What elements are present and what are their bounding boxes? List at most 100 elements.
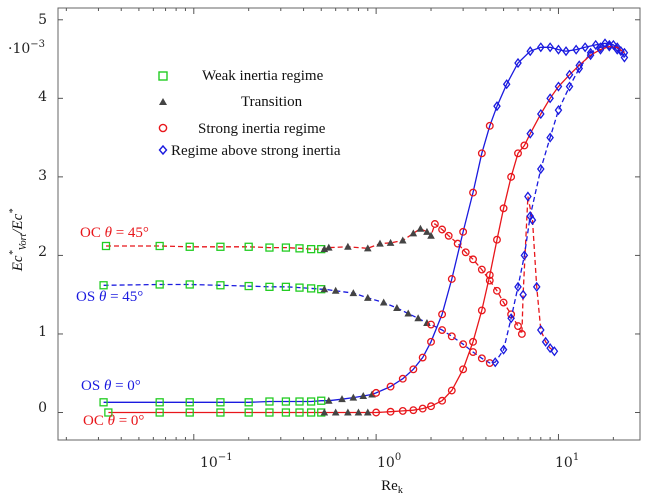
x-tick-label: 10−1 — [200, 452, 233, 471]
data-point-above — [493, 101, 501, 112]
data-point-above — [554, 81, 563, 92]
data-point-transition — [404, 309, 413, 317]
data-point-transition — [376, 239, 384, 247]
data-point-weak — [216, 408, 225, 417]
data-point-above — [586, 50, 595, 61]
data-point-above — [514, 281, 522, 292]
data-point-weak — [306, 408, 316, 417]
plot-area — [57, 7, 641, 441]
data-point-weak — [295, 408, 304, 417]
data-point-above — [572, 44, 580, 55]
y-tick-label: 1 — [38, 324, 47, 340]
data-point-weak — [185, 408, 194, 417]
data-point-weak — [185, 242, 194, 251]
series-line — [103, 44, 625, 364]
data-point-transition — [427, 231, 435, 239]
y-tick-label: 4 — [38, 89, 47, 105]
data-point-strong — [447, 386, 456, 395]
data-point-weak — [185, 398, 194, 407]
data-point-weak — [295, 244, 304, 253]
data-point-above — [575, 60, 584, 71]
data-point-weak — [265, 397, 274, 406]
data-point-weak — [244, 242, 253, 251]
data-point-above — [526, 211, 535, 222]
data-point-strong — [520, 141, 529, 150]
annotation-os-45: OS θ = 45° — [76, 289, 143, 305]
data-point-strong — [461, 248, 470, 257]
data-point-strong — [477, 149, 486, 158]
data-point-strong — [386, 407, 395, 416]
data-point-strong — [386, 382, 395, 391]
data-point-strong — [477, 265, 486, 274]
data-point-strong — [477, 354, 486, 363]
y-multiplier: ·10−3 — [8, 39, 45, 57]
legend-item-weak: Weak inertia regime — [202, 68, 324, 84]
data-point-weak — [104, 408, 113, 417]
data-point-strong — [514, 149, 522, 158]
series-line — [103, 42, 622, 403]
y-tick-labels: 0 1 2 3 4 5 — [38, 12, 47, 416]
data-point-weak — [155, 280, 164, 289]
x-tick-label: 100 — [377, 452, 401, 471]
data-point-transition — [324, 243, 333, 251]
data-point-weak — [317, 396, 326, 405]
data-point-above — [554, 44, 563, 55]
data-point-transition — [354, 408, 363, 416]
legend-marker-square — [158, 71, 168, 81]
data-point-transition — [324, 396, 333, 404]
data-point-transition — [393, 304, 401, 312]
data-point-strong — [517, 330, 526, 338]
data-point-above — [591, 39, 600, 50]
data-point-weak — [306, 397, 316, 406]
data-point-weak — [99, 398, 108, 407]
data-point-strong — [493, 286, 501, 295]
legend-marker-triangle — [159, 98, 167, 105]
data-point-above — [536, 324, 545, 336]
data-point-strong — [447, 332, 456, 341]
data-point-above — [620, 52, 629, 63]
legend-marker-diamond — [158, 144, 168, 156]
y-tick-label: 5 — [38, 12, 47, 28]
annotation-oc-0: OC θ = 0° — [83, 413, 144, 429]
data-point-weak — [101, 241, 111, 251]
data-point-strong — [459, 227, 468, 236]
data-point-strong — [469, 337, 477, 346]
legend-item-transition: Transition — [241, 94, 303, 110]
y-tick-label: 2 — [38, 244, 47, 260]
y-tick-label: 0 — [38, 400, 47, 416]
data-point-transition — [416, 224, 425, 232]
data-point-above — [526, 46, 535, 57]
data-point-strong — [459, 365, 468, 374]
data-point-weak — [216, 242, 225, 251]
data-point-above — [546, 343, 554, 354]
data-point-above — [581, 42, 589, 53]
data-point-transition — [409, 229, 418, 237]
data-point-strong — [477, 306, 486, 315]
data-point-transition — [320, 285, 329, 293]
data-point-above — [520, 250, 529, 261]
data-point-transition — [379, 298, 388, 306]
data-point-above — [565, 81, 574, 92]
data-point-above — [596, 44, 605, 55]
data-point-weak — [155, 398, 164, 407]
y-tick-label: 3 — [38, 168, 47, 184]
data-point-strong — [499, 204, 508, 213]
data-point-strong — [514, 322, 522, 331]
data-point-weak — [155, 241, 164, 251]
data-point-above — [502, 79, 511, 90]
data-point-weak — [295, 283, 304, 292]
data-point-above — [526, 128, 535, 139]
data-point-weak — [265, 282, 274, 291]
x-tick-label: 101 — [555, 452, 579, 471]
annotation-oc-45: OC θ = 45° — [80, 225, 149, 241]
data-point-strong — [398, 406, 407, 415]
data-point-weak — [265, 408, 274, 417]
data-point-strong — [438, 326, 447, 334]
data-point-above — [536, 108, 545, 120]
data-point-strong — [427, 402, 435, 411]
data-point-strong — [453, 239, 462, 248]
data-point-above — [546, 93, 554, 104]
data-point-above — [620, 47, 629, 58]
data-point-strong — [430, 220, 439, 228]
data-point-strong — [459, 340, 468, 349]
